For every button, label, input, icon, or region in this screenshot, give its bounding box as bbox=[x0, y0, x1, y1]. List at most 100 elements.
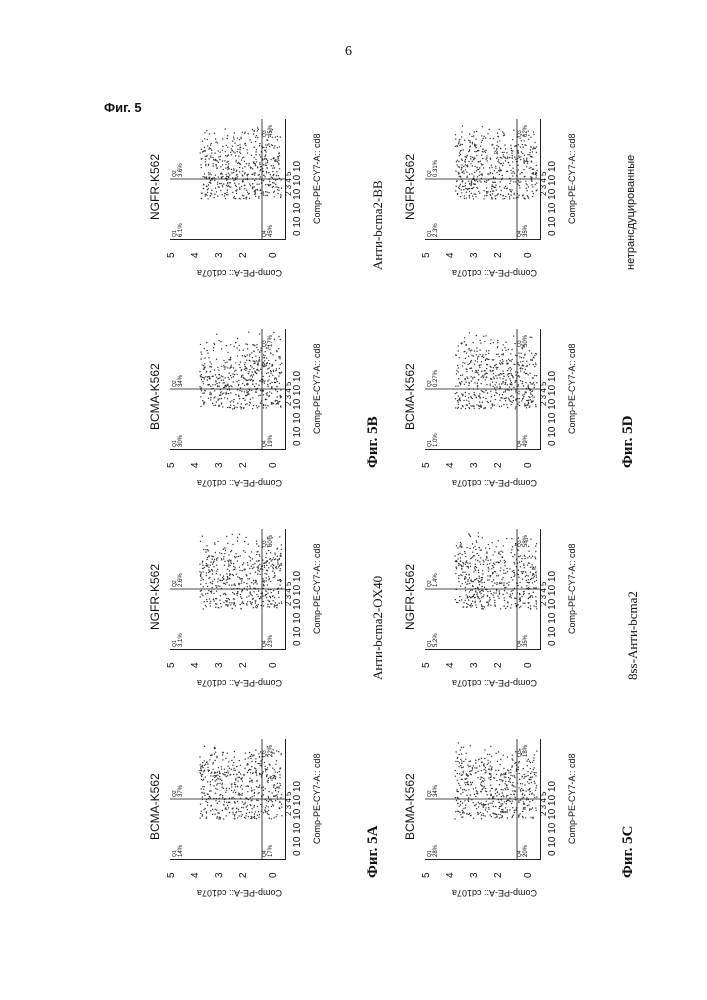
quadrant-percent: 1.4% bbox=[433, 573, 439, 587]
x-tick-labels: 0 10 10 10 10 10 bbox=[292, 781, 303, 856]
plot-title: BCMA-K562 bbox=[148, 363, 162, 430]
scatter-points: Q16.1%Q23.6%Q345%Q445% bbox=[170, 119, 285, 239]
y-tick-label: 2 bbox=[238, 252, 249, 258]
y-tick-label: 5 bbox=[166, 872, 177, 878]
quadrant-percent: 20% bbox=[523, 844, 529, 857]
quadrant-percent: 0.31% bbox=[433, 159, 439, 177]
x-tick-exponents: 2 3 4 5 bbox=[284, 172, 293, 196]
quadrant-percent: 18% bbox=[523, 744, 529, 757]
x-axis-label: Comp-PE-CY7-A:: cd8 bbox=[312, 543, 322, 634]
y-tick-label: 0 bbox=[268, 252, 279, 258]
quadrant-percent: 34% bbox=[178, 374, 184, 387]
y-tick-label: 3 bbox=[469, 662, 480, 668]
x-tick-exponents: 2 3 4 5 bbox=[539, 582, 548, 606]
y-tick-label: 0 bbox=[523, 252, 534, 258]
panel-condition: нетрансдуцированные bbox=[625, 155, 637, 270]
quadrant-percent: 3.6% bbox=[178, 163, 184, 177]
quadrant-percent: 62% bbox=[523, 124, 529, 137]
flow-cytometry-plot: Q130%Q234%Q317%Q419% bbox=[170, 329, 286, 450]
quadrant-percent: 45% bbox=[268, 124, 274, 137]
quadrant-percent: 49% bbox=[523, 434, 529, 447]
y-tick-label: 0 bbox=[268, 872, 279, 878]
flow-cytometry-plot: Q114%Q237%Q322%Q417% bbox=[170, 739, 286, 860]
y-tick-label: 2 bbox=[493, 252, 504, 258]
x-tick-exponents: 2 3 4 5 bbox=[284, 792, 293, 816]
scatter-points: Q12.3%Q20.31%Q362%Q435% bbox=[425, 119, 540, 239]
quadrant-percent: 14% bbox=[178, 844, 184, 857]
y-tick-label: 2 bbox=[238, 872, 249, 878]
panel-label: Фиг. 5C bbox=[620, 826, 637, 878]
x-tick-labels: 0 10 10 10 10 10 bbox=[292, 161, 303, 236]
quadrant-percent: 34% bbox=[433, 784, 439, 797]
y-tick-label: 3 bbox=[469, 252, 480, 258]
x-axis-label: Comp-PE-CY7-A:: cd8 bbox=[312, 343, 322, 434]
y-tick-label: 5 bbox=[421, 462, 432, 468]
quadrant-percent: 58% bbox=[523, 534, 529, 547]
y-tick-label: 0 bbox=[523, 872, 534, 878]
y-tick-label: 0 bbox=[268, 662, 279, 668]
flow-cytometry-plot: Q12.3%Q20.31%Q362%Q435% bbox=[425, 119, 541, 240]
plot-title: BCMA-K562 bbox=[148, 773, 162, 840]
scatter-points: Q11.0%Q20.27%Q350%Q449% bbox=[425, 329, 540, 449]
x-axis-label: Comp-PE-CY7-A:: cd8 bbox=[312, 133, 322, 224]
quadrant-percent: 45% bbox=[268, 224, 274, 237]
x-tick-labels: 0 10 10 10 10 10 bbox=[292, 371, 303, 446]
quadrant-percent: 19% bbox=[268, 434, 274, 447]
x-axis-label: Comp-PE-CY7-A:: cd8 bbox=[312, 753, 322, 844]
plot-title: BCMA-K562 bbox=[403, 363, 417, 430]
y-tick-label: 3 bbox=[469, 462, 480, 468]
y-axis-label: Comp-PE-A:: cd107a bbox=[197, 888, 282, 898]
quadrant-percent: 37% bbox=[178, 784, 184, 797]
y-tick-label: 5 bbox=[421, 662, 432, 668]
y-axis-label: Comp-PE-A:: cd107a bbox=[452, 678, 537, 688]
panel-condition: 8ss-Анти-bcma2 bbox=[625, 591, 641, 680]
y-tick-label: 5 bbox=[166, 662, 177, 668]
y-tick-label: 4 bbox=[445, 662, 456, 668]
y-tick-label: 3 bbox=[469, 872, 480, 878]
y-tick-label: 2 bbox=[493, 462, 504, 468]
x-axis-label: Comp-PE-CY7-A:: cd8 bbox=[567, 343, 577, 434]
y-tick-label: 3 bbox=[214, 872, 225, 878]
quadrant-percent: 2.3% bbox=[433, 223, 439, 237]
x-tick-exponents: 2 3 4 5 bbox=[539, 172, 548, 196]
y-tick-label: 5 bbox=[421, 252, 432, 258]
x-tick-exponents: 2 3 4 5 bbox=[284, 382, 293, 406]
x-tick-labels: 0 10 10 10 10 10 bbox=[547, 781, 558, 856]
y-axis-label: Comp-PE-A:: cd107a bbox=[452, 478, 537, 488]
y-tick-label: 0 bbox=[268, 462, 279, 468]
y-tick-label: 4 bbox=[445, 872, 456, 878]
scatter-points: Q114%Q237%Q322%Q417% bbox=[170, 739, 285, 859]
y-tick-label: 4 bbox=[445, 252, 456, 258]
scatter-points: Q128%Q234%Q318%Q420% bbox=[425, 739, 540, 859]
y-tick-label: 2 bbox=[238, 662, 249, 668]
quadrant-percent: 23% bbox=[268, 634, 274, 647]
y-tick-label: 5 bbox=[421, 872, 432, 878]
quadrant-percent: 60% bbox=[268, 534, 274, 547]
scatter-points: Q15.2%Q21.4%Q358%Q435% bbox=[425, 529, 540, 649]
quadrant-percent: 0.27% bbox=[433, 369, 439, 387]
y-tick-label: 4 bbox=[445, 462, 456, 468]
y-tick-label: 0 bbox=[523, 462, 534, 468]
quadrant-percent: 35% bbox=[523, 224, 529, 237]
x-tick-exponents: 2 3 4 5 bbox=[284, 582, 293, 606]
flow-cytometry-plot: Q128%Q234%Q318%Q420% bbox=[425, 739, 541, 860]
y-tick-label: 5 bbox=[166, 252, 177, 258]
y-tick-label: 4 bbox=[190, 872, 201, 878]
y-tick-label: 5 bbox=[166, 462, 177, 468]
quadrant-percent: 28% bbox=[433, 844, 439, 857]
panel-condition: Анти-bcma2-BB bbox=[370, 180, 386, 270]
y-tick-label: 3 bbox=[214, 462, 225, 468]
plot-title: NGFR-K562 bbox=[148, 564, 162, 630]
y-tick-label: 2 bbox=[238, 462, 249, 468]
y-axis-label: Comp-PE-A:: cd107a bbox=[197, 678, 282, 688]
y-axis-label: Comp-PE-A:: cd107a bbox=[197, 268, 282, 278]
scatter-points: Q130%Q234%Q317%Q419% bbox=[170, 329, 285, 449]
y-tick-label: 2 bbox=[493, 872, 504, 878]
x-tick-exponents: 2 3 4 5 bbox=[539, 382, 548, 406]
quadrant-percent: 5.2% bbox=[433, 633, 439, 647]
plot-title: NGFR-K562 bbox=[148, 154, 162, 220]
x-tick-exponents: 2 3 4 5 bbox=[539, 792, 548, 816]
y-tick-label: 2 bbox=[493, 662, 504, 668]
y-axis-label: Comp-PE-A:: cd107a bbox=[197, 478, 282, 488]
panel-label: Фиг. 5B bbox=[365, 416, 382, 468]
